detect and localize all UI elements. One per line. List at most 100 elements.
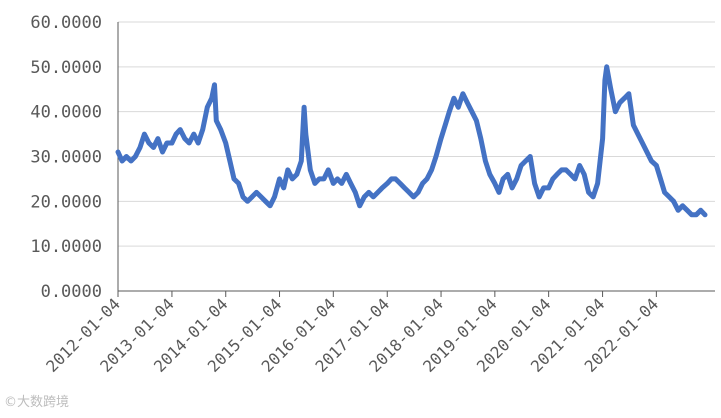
data-point [241,194,245,199]
data-point [564,167,568,172]
data-point [602,78,607,83]
gridlines [118,21,715,247]
data-point [160,150,165,154]
data-point [487,172,492,177]
data-point [478,136,483,141]
data-point [443,123,448,128]
data-point [439,136,443,141]
data-point [393,176,398,181]
data-point [671,199,676,204]
series-line [115,64,708,218]
data-point [483,159,488,163]
data-point [698,208,703,213]
data-point [510,185,515,190]
data-point [434,154,438,159]
data-point [635,132,640,137]
data-point [129,159,133,163]
data-point [644,150,649,154]
data-point [174,132,179,137]
data-point [205,105,210,110]
data-point [559,167,564,172]
data-point [335,176,340,181]
data-point [577,163,582,168]
data-point [182,136,187,141]
data-point [290,176,295,181]
data-point [416,190,421,195]
data-point [138,145,142,150]
data-point [402,185,407,190]
data-point [631,123,636,128]
data-point [582,172,587,177]
y-tick-label: 0.0000 [41,282,102,302]
y-tick-label: 40.0000 [30,103,102,123]
data-point [344,172,349,177]
data-point [595,181,600,186]
data-point [505,172,510,177]
data-point [676,208,681,213]
data-point [573,176,577,181]
data-point [532,181,537,186]
data-point [317,176,322,181]
data-point [321,176,326,181]
data-point [223,141,228,145]
data-point [385,181,390,186]
data-point [285,167,290,172]
data-point [451,96,456,101]
data-point [169,141,174,145]
data-point [120,159,125,163]
x-tick-labels: 2012-01-042013-01-042014-01-042015-01-04… [42,294,662,376]
data-point [191,132,196,137]
data-point [299,159,304,163]
y-tick-labels: 0.0000 10.0000 20.0000 30.0000 40.0000 50.000… [30,13,102,302]
data-point [212,82,217,87]
data-point [460,91,465,96]
data-point [200,127,205,132]
data-point [649,159,654,163]
data-point [568,172,573,177]
data-point [268,203,273,208]
data-point [523,159,528,163]
data-point [622,96,627,101]
data-point [366,190,371,195]
data-point [608,87,613,92]
data-point [685,208,690,213]
data-point [501,176,506,181]
data-point [474,118,479,123]
data-point [420,181,425,186]
data-point [456,105,461,110]
data-point [362,194,367,199]
data-point [303,132,308,137]
data-point [689,212,694,217]
data-point [151,145,156,150]
data-point [407,190,412,195]
data-point [218,127,223,132]
data-point [308,167,313,172]
data-point [146,141,151,145]
data-point [600,136,605,141]
data-point [465,100,470,105]
data-point [429,167,434,172]
data-point [178,127,183,132]
data-point [302,105,307,110]
data-point [447,109,452,114]
data-point [654,163,659,168]
data-point [371,194,376,199]
data-point [155,136,160,141]
data-point [124,154,129,159]
data-point [236,181,241,186]
data-point [272,194,277,199]
data-point [281,185,286,190]
y-tick-label: 60.0000 [30,13,102,33]
data-point [227,159,232,163]
data-point [492,181,497,186]
data-point [411,194,416,199]
data-point [312,181,317,186]
data-point [541,185,546,190]
data-point [209,96,214,101]
data-point [555,172,559,177]
data-point [703,212,707,217]
data-point [294,172,299,177]
data-point [550,176,555,181]
